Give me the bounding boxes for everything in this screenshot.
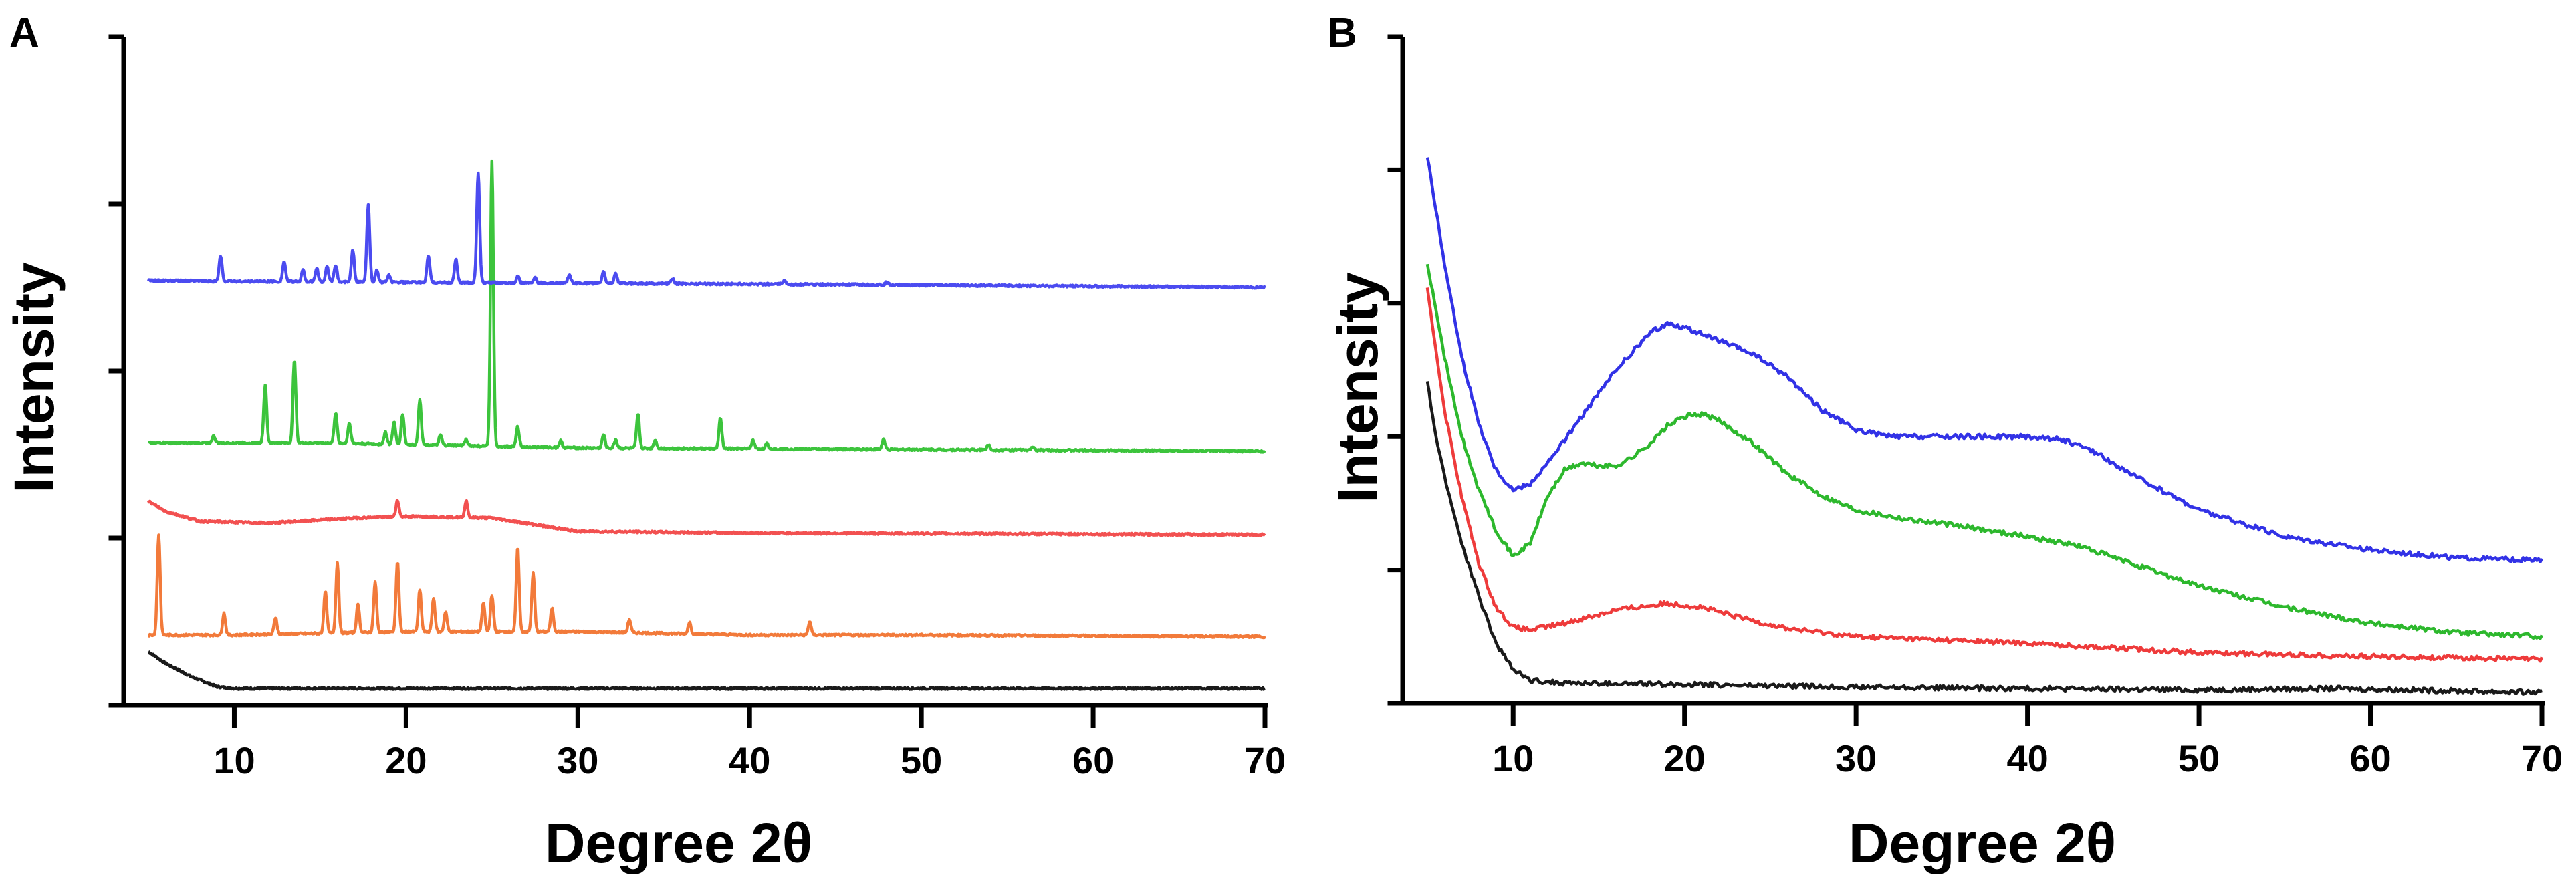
series-green-line bbox=[147, 159, 1266, 454]
panel-a-y-axis-title: Intensity bbox=[3, 262, 66, 493]
x-tick-label: 70 bbox=[2521, 737, 2563, 779]
series-red-line bbox=[147, 499, 1266, 537]
x-tick-label: 50 bbox=[901, 739, 942, 781]
panel-a-traces bbox=[146, 159, 1267, 691]
panel-b: B Intensity Degree 2θ 10 20 30 40 50 60 70 bbox=[1326, 10, 2563, 874]
x-tick-label: 70 bbox=[1244, 739, 1286, 781]
x-tick-label: 10 bbox=[1492, 737, 1534, 779]
series-blue-line bbox=[146, 171, 1266, 290]
series-red-line bbox=[1425, 287, 2544, 663]
panel-a-x-axis-title: Degree 2θ bbox=[545, 811, 812, 874]
series-black-line bbox=[1425, 381, 2543, 696]
x-tick-label: 40 bbox=[2006, 737, 2048, 779]
panel-a-label: A bbox=[9, 10, 39, 56]
panel-a-axes: 10 20 30 40 50 60 70 bbox=[108, 34, 1286, 781]
panel-b-axes: 10 20 30 40 50 60 70 bbox=[1387, 34, 2563, 779]
x-tick-label: 10 bbox=[213, 739, 255, 781]
series-black-line bbox=[147, 650, 1266, 691]
panel-b-x-axis-title: Degree 2θ bbox=[1849, 811, 2116, 874]
series-orange-line bbox=[147, 533, 1267, 640]
x-tick-label: 40 bbox=[729, 739, 770, 781]
series-green-line bbox=[1425, 263, 2543, 640]
x-tick-label: 20 bbox=[385, 739, 427, 781]
panel-b-traces bbox=[1425, 157, 2544, 696]
panel-b-y-axis-title: Intensity bbox=[1326, 272, 1389, 503]
x-tick-label: 50 bbox=[2178, 737, 2220, 779]
panel-a: A Intensity Degree 2θ 10 20 30 40 50 60 70 bbox=[3, 10, 1286, 874]
x-tick-label: 20 bbox=[1664, 737, 1706, 779]
panel-b-label: B bbox=[1327, 10, 1357, 56]
x-tick-label: 60 bbox=[1072, 739, 1114, 781]
series-blue-line bbox=[1425, 157, 2544, 564]
x-tick-label: 60 bbox=[2349, 737, 2391, 779]
x-tick-label: 30 bbox=[1835, 737, 1877, 779]
x-tick-label: 30 bbox=[557, 739, 598, 781]
